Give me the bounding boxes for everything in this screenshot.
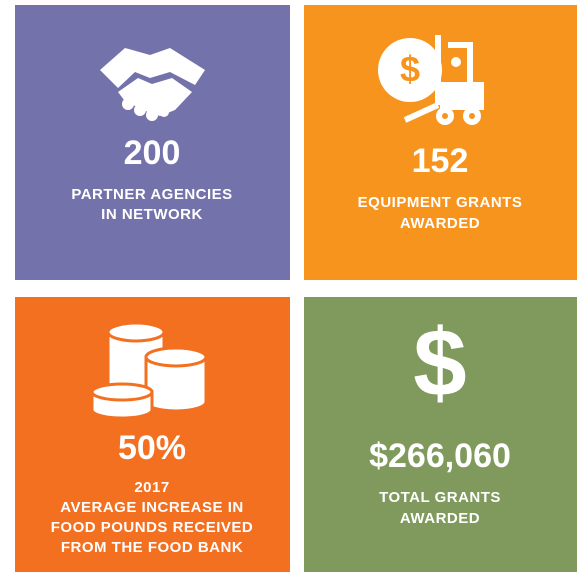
stat: 50%: [118, 429, 186, 467]
caption: TOTAL GRANTS: [379, 489, 501, 506]
caption: FOOD POUNDS RECEIVED: [51, 519, 254, 536]
caption: IN NETWORK: [101, 206, 203, 223]
tile-grants: [304, 297, 577, 572]
stat: 200: [124, 134, 181, 172]
forklift-icon: $: [378, 35, 484, 125]
cans-icon: [90, 321, 208, 420]
caption: AWARDED: [400, 215, 480, 232]
caption: AVERAGE INCREASE IN: [60, 499, 243, 516]
svg-text:$: $: [400, 49, 420, 90]
caption: 2017: [134, 479, 169, 496]
dollar-icon: $: [413, 309, 466, 416]
tile-agencies: [15, 5, 290, 280]
caption: PARTNER AGENCIES: [71, 186, 232, 203]
caption: AWARDED: [400, 510, 480, 527]
stat: $266,060: [369, 437, 511, 475]
handshake-icon: [100, 48, 205, 121]
caption: EQUIPMENT GRANTS: [358, 194, 523, 211]
stat: 152: [412, 142, 469, 180]
caption: FROM THE FOOD BANK: [61, 539, 243, 556]
